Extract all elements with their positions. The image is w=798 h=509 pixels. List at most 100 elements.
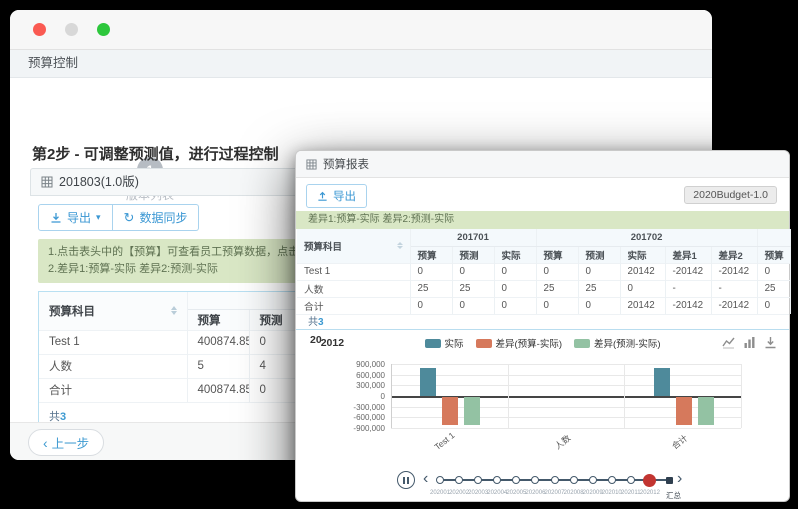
report-table-col-row: 预算 预测 实际 预算 预测 实际 差异1 差异2 预算 <box>297 246 791 263</box>
timeline-label: 202012 <box>639 490 660 496</box>
bar-差异(预测-实际) <box>464 397 481 426</box>
report-header: 预算报表 <box>296 151 789 178</box>
download-icon <box>51 212 61 223</box>
timeline-label: 汇总 <box>666 491 681 500</box>
refresh-icon: ↻ <box>123 209 135 225</box>
value-cell: 400874.85 <box>187 377 250 403</box>
timeline-node-summary[interactable] <box>665 476 673 484</box>
value-cell: 20142 <box>620 296 666 314</box>
gridline <box>391 428 741 429</box>
x-axis-label: Test 1 <box>432 430 457 452</box>
timeline-pause-button[interactable] <box>397 471 415 489</box>
timeline-node-202009[interactable] <box>588 475 597 484</box>
bar-chart: 202012 实际 差异(预算-实际) 差异(预测-实际) 900,000 600,0… <box>296 330 789 502</box>
sync-label: 数据同步 <box>139 211 188 225</box>
column-header: 预测 <box>452 246 495 263</box>
timeline-node-202004[interactable] <box>493 475 502 484</box>
value-cell: 0 <box>578 296 621 314</box>
legend-item[interactable]: 差异(预测-实际) <box>574 336 661 350</box>
timeline-node-202001[interactable] <box>436 475 444 484</box>
report-table: 预算科目 201701 201702 预算 预测 实际 预算 预测 实际 差异1 差异2 预算 T… <box>297 229 791 314</box>
export-dropdown-button[interactable]: 导出 ▾ <box>38 204 113 231</box>
stepper: 1版本列表2预算过程控制3可视化图表 <box>10 78 712 202</box>
line-chart-icon[interactable] <box>722 336 735 349</box>
chart-toolbox <box>722 336 777 349</box>
report-column-header-subject[interactable]: 预算科目 <box>297 229 411 263</box>
legend-label: 差异(预测-实际) <box>594 339 661 350</box>
timeline-node-202007[interactable] <box>550 475 559 484</box>
previous-step-button[interactable]: ‹ 上一步 <box>28 429 105 456</box>
legend-item[interactable]: 差异(预算-实际) <box>475 336 563 350</box>
gridline <box>391 406 741 408</box>
timeline-node-202012[interactable] <box>643 473 657 487</box>
timeline-node-202008[interactable] <box>569 475 578 484</box>
value-cell: 0 <box>494 262 537 280</box>
table-row: 人数 25 25 0 25 25 0- -25 <box>297 279 791 297</box>
row-name-cell: Test 1 <box>297 262 411 280</box>
value-cell: 0 <box>410 262 453 280</box>
value-cell: 0 <box>578 262 621 280</box>
budget-report-window: 预算报表 导出 2020Budget-1.0 差异1:预算-实际 差异2:预测-… <box>295 150 791 502</box>
timeline-node-202006[interactable] <box>531 475 540 484</box>
value-cell: 0 <box>452 262 495 280</box>
minimize-window-icon[interactable] <box>65 23 78 36</box>
column-header: 实际 <box>620 246 666 263</box>
value-cell: 0 <box>536 296 579 314</box>
bar-chart-icon[interactable] <box>743 336 756 349</box>
timeline-label: 202010 <box>601 490 622 496</box>
column-header: 预算 <box>536 246 579 263</box>
report-export-button[interactable]: 导出 <box>306 184 367 208</box>
value-cell: -20142 <box>665 296 712 314</box>
column-header-subject[interactable]: 预算科目 <box>39 292 188 331</box>
timeline-node-202011[interactable] <box>626 475 635 484</box>
step-heading-strong: 第2步 <box>32 146 71 163</box>
value-cell: -20142 <box>665 262 712 280</box>
value-cell: 25 <box>757 279 791 297</box>
legend-label: 差异(预算-实际) <box>495 339 563 350</box>
value-cell: 20142 <box>620 262 666 280</box>
y-axis-tick: -900,000 <box>353 424 385 433</box>
value-cell: 0 <box>536 262 579 280</box>
value-cell: 400874.85 <box>187 329 250 355</box>
table-row: Test 1 0 0 0 0 0 20142 -20142 -20142 0 <box>297 262 791 280</box>
timeline-node-202003[interactable] <box>474 475 483 484</box>
maximize-window-icon[interactable] <box>97 23 110 36</box>
y-axis-tick: 900,000 <box>356 360 385 369</box>
timeline-node-202010[interactable] <box>607 475 616 484</box>
step-heading: 第2步 - 可调整预测值，进行过程控制 <box>32 143 279 164</box>
y-axis-tick: 0 <box>380 392 385 401</box>
save-image-icon[interactable] <box>764 336 777 349</box>
window-titlebar <box>10 10 712 50</box>
report-table-total: 共3 <box>296 314 789 330</box>
close-window-icon[interactable] <box>33 23 46 36</box>
timeline-node-202002[interactable] <box>455 475 464 484</box>
timeline-label: 202004 <box>487 490 508 496</box>
value-cell: 25 <box>410 279 453 297</box>
help-note-line2: 2.差异1:预算-实际 差异2:预测-实际 <box>48 263 218 276</box>
y-axis-tick: 300,000 <box>356 381 385 391</box>
sort-icon[interactable] <box>170 306 177 316</box>
timeline-node-202005[interactable] <box>512 475 521 484</box>
row-name-cell: 人数 <box>297 279 411 297</box>
value-cell: 0 <box>452 296 495 314</box>
value-cell: 0 <box>410 296 453 314</box>
chart-plot: 900,000 600,000 300,000 0 -300,000 -600,000 -9… <box>353 360 742 452</box>
version-card-title: 201803(1.0版) <box>59 175 139 189</box>
timeline-next-icon[interactable]: › <box>677 470 683 487</box>
sort-icon[interactable] <box>396 242 403 250</box>
timeline-prev-icon[interactable]: ‹ <box>423 470 429 487</box>
column-header: 预测 <box>578 246 621 263</box>
gridline <box>391 396 741 398</box>
legend-swatch <box>475 338 492 348</box>
gridline <box>391 374 741 376</box>
bar-差异(预算-实际) <box>675 397 692 426</box>
previous-step-label: 上一步 <box>51 437 90 451</box>
gridline <box>507 364 509 428</box>
timeline-label: 202005 <box>506 490 527 496</box>
value-cell: 0 <box>494 296 537 314</box>
timeline-label: 202001 <box>429 490 451 496</box>
report-table-group-row: 预算科目 201701 201702 <box>297 229 791 263</box>
column-group-header: 201702 <box>536 229 758 247</box>
data-sync-button[interactable]: ↻ 数据同步 <box>112 204 200 231</box>
legend-item[interactable]: 实际 <box>424 336 464 350</box>
